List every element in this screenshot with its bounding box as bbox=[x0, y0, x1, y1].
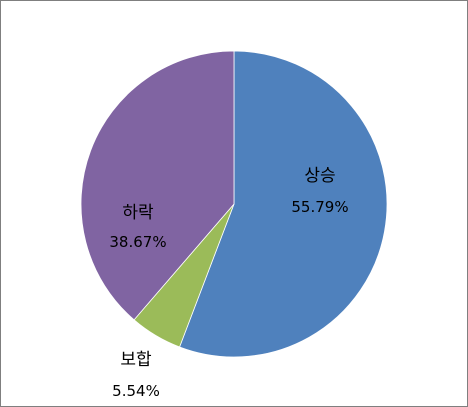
pie-slices bbox=[80, 50, 388, 358]
slice-value-fall: 38.67% bbox=[109, 233, 166, 251]
slice-label-rise: 상승 bbox=[304, 166, 335, 186]
slice-value-rise: 55.79% bbox=[291, 198, 348, 216]
slice-value-flat: 5.54% bbox=[112, 382, 160, 400]
slice-label-fall: 하락 bbox=[122, 203, 154, 223]
slice-label-flat: 보합 bbox=[120, 350, 152, 370]
pie-slice-fall bbox=[80, 50, 235, 321]
pie-slice-rise bbox=[179, 50, 388, 358]
